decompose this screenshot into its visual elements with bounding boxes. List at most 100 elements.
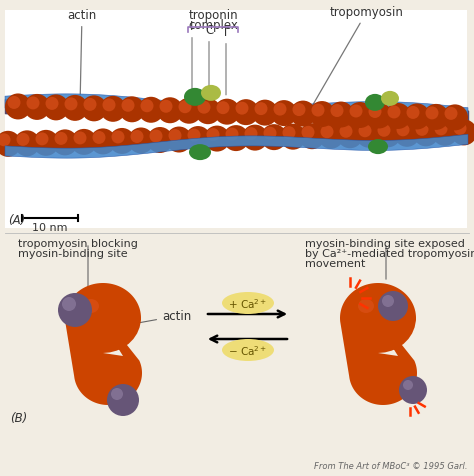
Circle shape (407, 107, 419, 119)
Text: C: C (205, 24, 213, 91)
Circle shape (140, 100, 154, 113)
Circle shape (368, 106, 382, 119)
Circle shape (188, 129, 201, 142)
Circle shape (292, 104, 306, 117)
Circle shape (273, 103, 286, 116)
Circle shape (168, 130, 182, 143)
Circle shape (14, 131, 40, 157)
Circle shape (261, 125, 287, 151)
Circle shape (81, 96, 107, 122)
Circle shape (62, 298, 76, 311)
Circle shape (349, 105, 363, 118)
FancyBboxPatch shape (5, 11, 467, 228)
Circle shape (264, 128, 276, 140)
Text: actin: actin (67, 9, 97, 104)
Circle shape (5, 94, 31, 120)
Circle shape (435, 123, 447, 136)
Circle shape (64, 98, 78, 111)
Text: by Ca²⁺-mediated tropomyosin: by Ca²⁺-mediated tropomyosin (305, 248, 474, 258)
Circle shape (36, 133, 48, 146)
Circle shape (382, 296, 394, 307)
Circle shape (356, 122, 382, 149)
Circle shape (0, 134, 10, 147)
Circle shape (24, 95, 50, 121)
Circle shape (299, 124, 325, 150)
Text: actin: actin (124, 310, 191, 326)
Circle shape (339, 126, 353, 139)
Circle shape (214, 99, 240, 125)
Text: tropomyosin: tropomyosin (311, 6, 404, 108)
Circle shape (8, 97, 20, 110)
Circle shape (217, 102, 229, 115)
Circle shape (330, 105, 344, 118)
Text: tropomyosin blocking: tropomyosin blocking (18, 238, 138, 248)
Circle shape (255, 103, 267, 116)
Circle shape (109, 129, 135, 155)
Text: myosin-binding site exposed: myosin-binding site exposed (305, 238, 465, 248)
Ellipse shape (222, 339, 274, 361)
Circle shape (55, 133, 67, 146)
Text: movement: movement (305, 258, 365, 268)
Ellipse shape (365, 95, 385, 112)
Polygon shape (340, 283, 417, 405)
Text: $\mathregular{+\ Ca^{2+}}$: $\mathregular{+\ Ca^{2+}}$ (228, 297, 268, 310)
Circle shape (83, 99, 97, 111)
Circle shape (0, 131, 21, 158)
Circle shape (138, 98, 164, 123)
Circle shape (90, 129, 116, 155)
Polygon shape (5, 95, 468, 120)
Circle shape (111, 131, 125, 144)
Circle shape (252, 100, 278, 126)
Circle shape (375, 122, 401, 148)
Circle shape (396, 124, 410, 137)
Ellipse shape (222, 292, 274, 314)
Circle shape (318, 123, 344, 149)
Text: complex: complex (188, 19, 238, 32)
Circle shape (62, 96, 88, 122)
Text: (A): (A) (8, 214, 25, 227)
Circle shape (147, 128, 173, 154)
Ellipse shape (358, 299, 374, 313)
Circle shape (347, 103, 373, 129)
Text: myosin-binding site: myosin-binding site (18, 248, 128, 258)
Circle shape (52, 130, 78, 156)
Circle shape (204, 126, 230, 152)
Circle shape (185, 127, 211, 153)
Circle shape (399, 376, 427, 404)
Circle shape (92, 132, 106, 145)
Circle shape (71, 129, 97, 156)
Circle shape (207, 129, 219, 142)
Polygon shape (65, 283, 142, 405)
Circle shape (442, 105, 468, 131)
Circle shape (378, 291, 408, 321)
Circle shape (107, 384, 139, 416)
Text: T: T (222, 26, 229, 96)
Circle shape (46, 98, 58, 110)
Text: (B): (B) (10, 411, 27, 424)
Circle shape (111, 388, 123, 400)
Circle shape (451, 120, 474, 146)
Circle shape (33, 130, 59, 157)
Circle shape (358, 125, 372, 138)
Circle shape (416, 124, 428, 137)
Circle shape (17, 134, 29, 147)
Circle shape (157, 98, 183, 124)
Ellipse shape (83, 299, 99, 313)
Circle shape (242, 125, 268, 151)
Circle shape (119, 97, 145, 123)
Circle shape (102, 99, 116, 112)
Ellipse shape (368, 140, 388, 155)
Circle shape (27, 97, 39, 110)
Circle shape (377, 125, 391, 138)
Circle shape (195, 99, 221, 125)
Circle shape (280, 124, 306, 150)
Circle shape (271, 101, 297, 127)
Circle shape (328, 102, 354, 128)
Circle shape (121, 99, 135, 112)
Ellipse shape (201, 86, 221, 102)
Circle shape (426, 107, 438, 120)
Circle shape (311, 104, 325, 117)
Circle shape (290, 101, 316, 127)
Circle shape (403, 380, 413, 390)
Circle shape (58, 293, 92, 327)
